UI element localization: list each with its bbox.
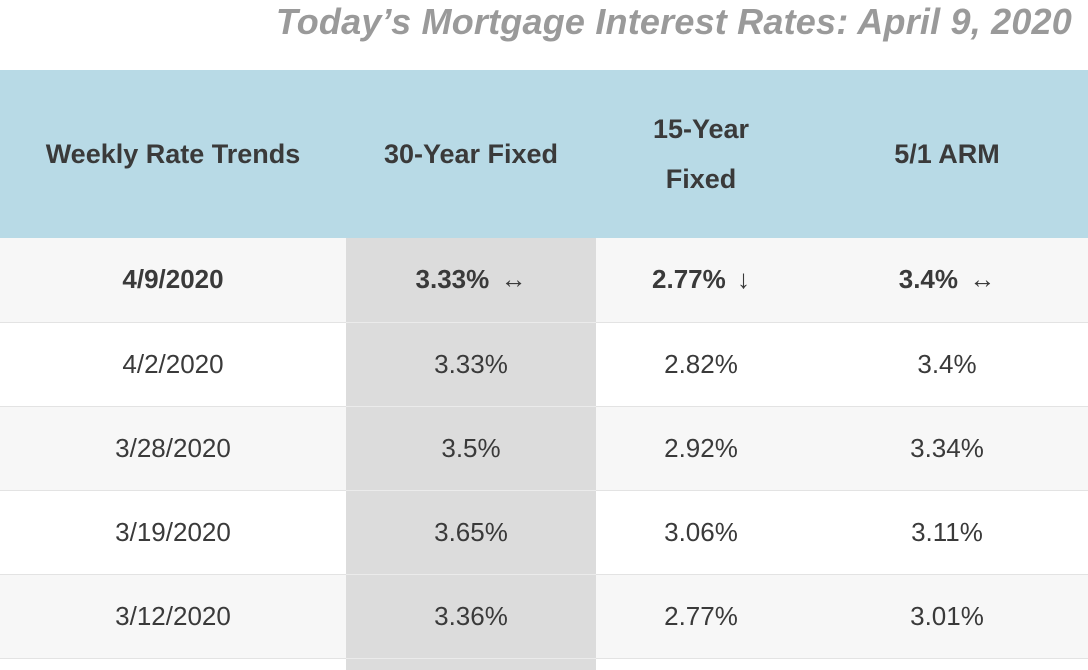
date-cell — [0, 658, 346, 670]
rate-30-year-cell: 3.33% ↔ — [346, 238, 596, 323]
rate-30-year-cell — [346, 658, 596, 670]
rate-arm-cell: 3.4% ↔ — [806, 238, 1088, 323]
page-title: Today’s Mortgage Interest Rates: April 9… — [275, 1, 1072, 42]
header-weekly-rate-trends: Weekly Rate Trends — [0, 70, 346, 238]
date-cell: 3/19/2020 — [0, 490, 346, 575]
rate-15-year-cell: 3.06% — [596, 490, 806, 575]
table-row — [0, 658, 1088, 670]
rate-arm-cell: 3.34% — [806, 406, 1088, 491]
date-cell: 4/9/2020 — [0, 238, 346, 323]
header-30-year-fixed: 30-Year Fixed — [346, 70, 596, 238]
rate-15-year-cell: 2.82% — [596, 322, 806, 407]
unchanged-arrow-icon: ↔ — [969, 264, 996, 295]
rate-30-year-cell: 3.5% — [346, 406, 596, 491]
rate-arm-cell — [806, 658, 1088, 670]
table-row: 4/9/2020 3.33% ↔ 2.77% ↓ 3.4% ↔ — [0, 238, 1088, 323]
rate-30-year-cell: 3.33% — [346, 322, 596, 407]
rate-30-year-cell: 3.65% — [346, 490, 596, 575]
date-cell: 4/2/2020 — [0, 322, 346, 407]
header-15-year-fixed: 15-Year Fixed — [596, 70, 806, 238]
table-row: 3/28/2020 3.5% 2.92% 3.34% — [0, 406, 1088, 491]
table-row: 4/2/2020 3.33% 2.82% 3.4% — [0, 322, 1088, 407]
unchanged-arrow-icon: ↔ — [500, 264, 527, 295]
rate-30-year-cell: 3.36% — [346, 574, 596, 659]
date-cell: 3/28/2020 — [0, 406, 346, 491]
header-5-1-arm: 5/1 ARM — [806, 70, 1088, 238]
rate-arm-cell: 3.01% — [806, 574, 1088, 659]
mortgage-rates-table: Weekly Rate Trends 30-Year Fixed 15-Year… — [0, 70, 1088, 670]
rate-15-year-cell: 2.77% — [596, 574, 806, 659]
down-arrow-icon: ↓ — [736, 264, 750, 295]
table-row: 3/19/2020 3.65% 3.06% 3.11% — [0, 490, 1088, 575]
rate-15-year-cell — [596, 658, 806, 670]
rate-15-year-cell: 2.92% — [596, 406, 806, 491]
rate-arm-cell: 3.4% — [806, 322, 1088, 407]
rate-arm-cell: 3.11% — [806, 490, 1088, 575]
table-header-row: Weekly Rate Trends 30-Year Fixed 15-Year… — [0, 70, 1088, 238]
date-cell: 3/12/2020 — [0, 574, 346, 659]
rate-15-year-cell: 2.77% ↓ — [596, 238, 806, 323]
table-row: 3/12/2020 3.36% 2.77% 3.01% — [0, 574, 1088, 659]
